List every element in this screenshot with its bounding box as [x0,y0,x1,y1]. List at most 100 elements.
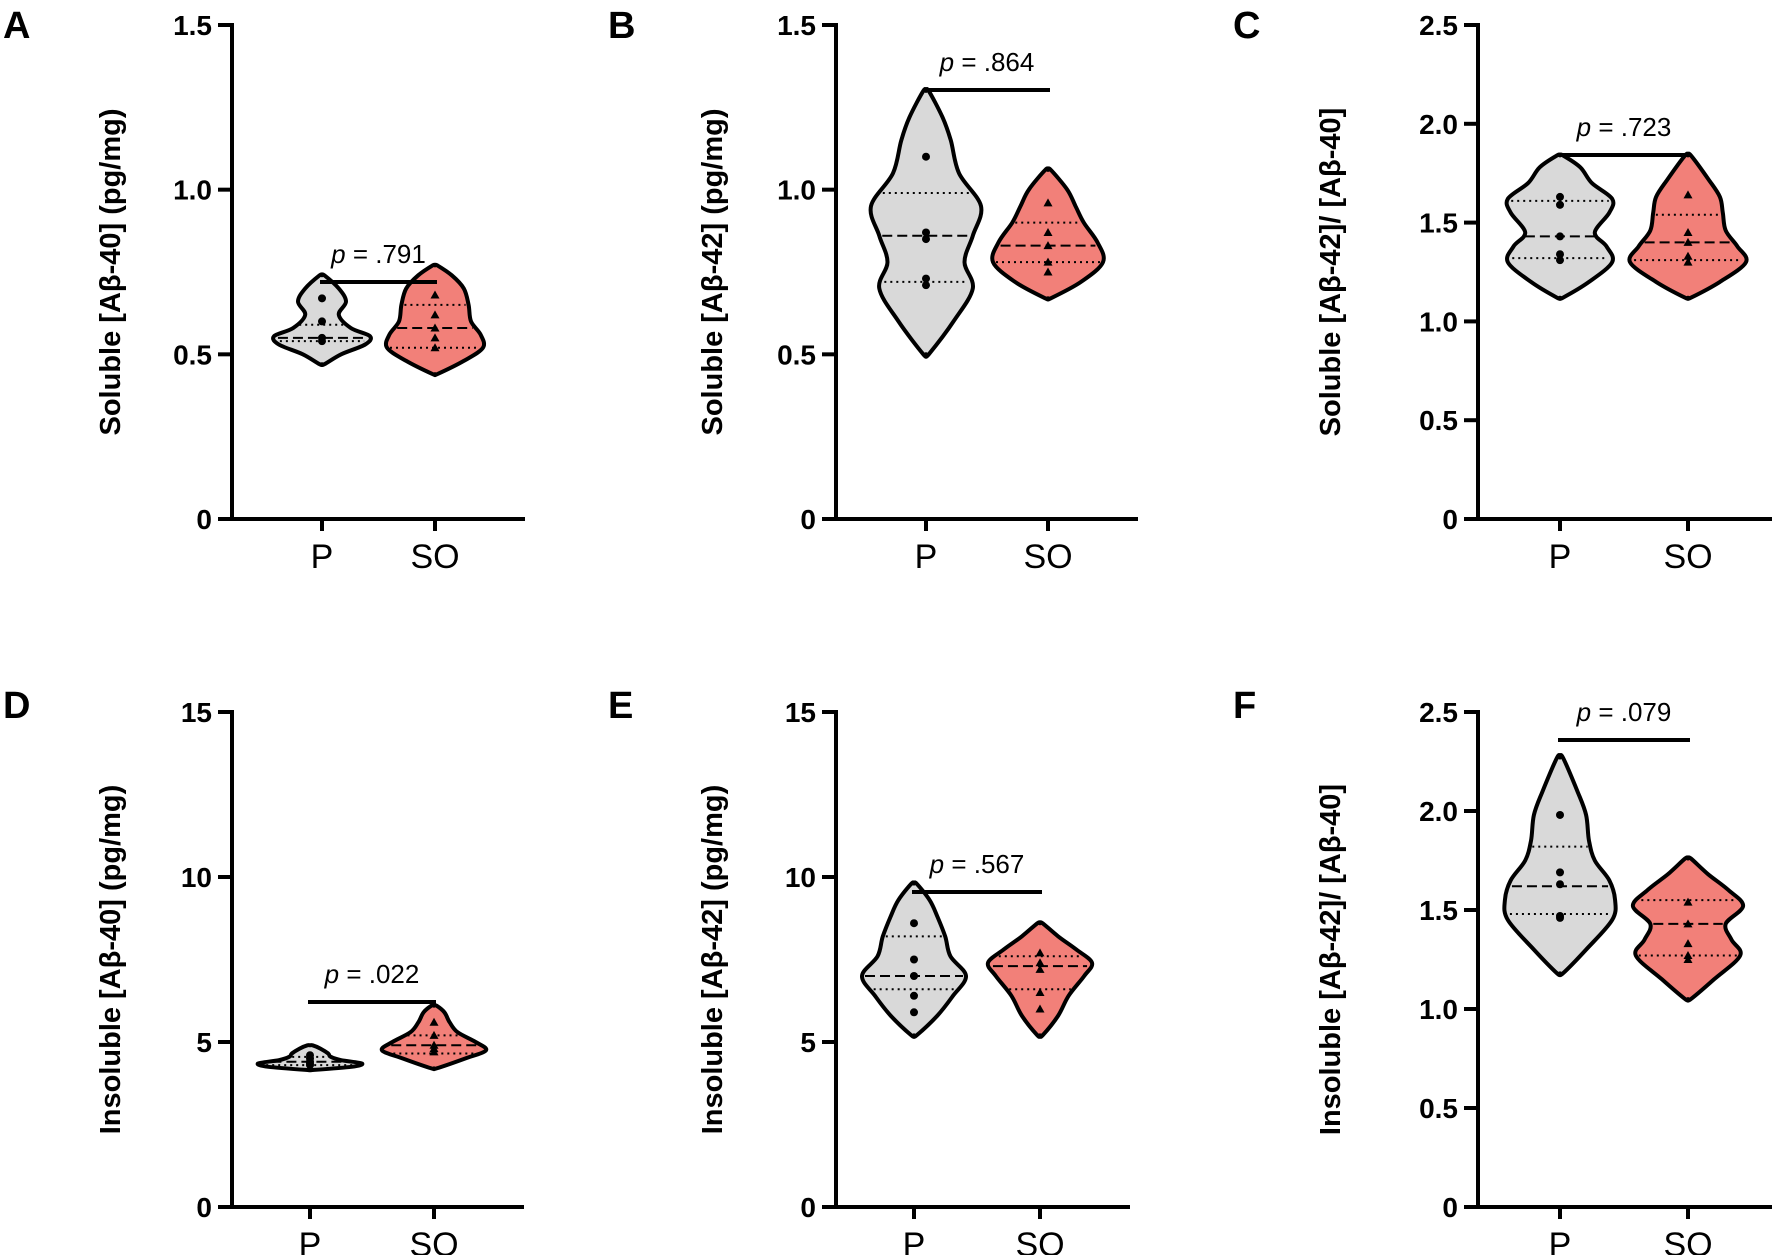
violin-body [1504,152,1616,301]
panel-a: A 0 0.5 1.0 1.5 P SO Soluble [Aβ-40] (pg/mg) p =… [3,5,525,576]
panel-letter: D [3,685,30,727]
data-point-circle [910,972,918,980]
data-point-circle [922,152,930,161]
violin-p [860,880,968,1039]
x-tick-label: SO [409,1226,458,1255]
data-point-triangle [430,323,440,332]
x-tick-label: P [903,1226,926,1255]
data-point-triangle [1683,257,1693,266]
data-point-circle [1556,810,1564,819]
data-point-triangle [1035,1004,1045,1013]
data-point-triangle [430,343,440,352]
data-point-circle [306,1061,314,1070]
data-point-circle [1556,200,1564,209]
y-tick-label: 1.0 [173,175,212,206]
y-tick-label: 0 [196,504,212,535]
y-tick-label: 2.0 [1419,796,1458,827]
violin-p [271,272,373,367]
data-point-circle [1556,868,1564,877]
data-point-triangle [1683,919,1693,928]
p-value-label: p = .864 [939,47,1035,77]
data-point-triangle [1043,257,1053,266]
data-point-circle [922,274,930,283]
data-point-triangle [1043,241,1053,250]
y-tick-label: 5 [196,1027,212,1058]
violin-body [1502,753,1618,978]
violin-so [383,262,487,378]
x-tick-label: P [1549,538,1572,576]
y-axis-label: Soluble [Aβ-40] (pg/mg) [95,108,127,435]
data-point-circle [922,281,930,290]
y-tick-label: 15 [181,697,212,728]
y-tick-label: 1.0 [1419,306,1458,337]
data-point-circle [318,337,326,346]
y-tick-label: 1.0 [777,175,816,206]
data-point-triangle [1683,227,1693,236]
violin-p [1502,753,1618,978]
x-tick-label: P [1549,1226,1572,1255]
panel-f: F 0 0.5 1.0 1.5 2.0 2.5 P SO Insoluble [Aβ-42]/ [… [1233,685,1772,1255]
y-axis-label: Insoluble [Aβ-42] (pg/mg) [697,785,729,1135]
panel-letter: F [1233,685,1256,727]
data-point-triangle [429,1030,439,1039]
y-axis-label: Insoluble [Aβ-42]/ [Aβ-40] [1315,784,1347,1135]
data-point-triangle [1683,897,1693,906]
x-tick-label: P [299,1226,322,1255]
data-point-circle [1556,192,1564,201]
violin-body [1627,151,1749,301]
violin-so [1627,151,1749,301]
x-tick-label: P [311,538,334,576]
y-tick-label: 2.0 [1419,109,1458,140]
x-tick-label: SO [1663,1226,1712,1255]
data-point-triangle [1043,267,1053,276]
y-tick-label: 1.5 [1419,208,1458,239]
data-point-triangle [430,333,440,342]
data-point-triangle [1683,251,1693,260]
y-axis-label: Soluble [Aβ-42]/ [Aβ-40] [1315,108,1347,437]
y-tick-label: 1.5 [1419,895,1458,926]
x-tick-label: SO [1015,1226,1064,1255]
data-point-triangle [1683,237,1693,246]
y-tick-label: 0.5 [777,339,816,370]
y-tick-label: 2.5 [1419,10,1458,41]
panel-c: C 0 0.5 1.0 1.5 2.0 2.5 P SO Soluble [Aβ-42]/ [Aβ… [1233,5,1772,576]
y-tick-label: 0 [196,1192,212,1223]
data-point-circle [318,317,326,326]
data-point-triangle [1683,955,1693,963]
panel-b: B 0 0.5 1.0 1.5 P SO Soluble [Aβ-42] (pg/mg) p =… [608,5,1138,576]
violin-so [379,1003,489,1072]
violin-so [985,920,1095,1039]
panel-letter: B [608,5,635,47]
y-tick-label: 10 [785,862,816,893]
p-value-label: p = .791 [330,239,426,269]
data-point-circle [1556,232,1564,241]
y-tick-label: 0 [1442,1192,1458,1223]
panel-letter: E [608,685,633,727]
p-value-label: p = .723 [1576,112,1672,142]
data-point-triangle [1683,939,1693,948]
violin-body [868,86,984,359]
x-tick-label: SO [1023,538,1072,576]
violin-so [990,166,1106,302]
data-point-triangle [1683,190,1693,199]
y-tick-label: 1.5 [777,10,816,41]
data-point-circle [922,235,930,244]
y-tick-label: 10 [181,862,212,893]
data-point-circle [1556,913,1564,922]
x-tick-label: SO [1663,538,1712,576]
y-tick-label: 1.5 [173,10,212,41]
data-point-circle [318,294,326,303]
y-tick-label: 0 [800,504,816,535]
y-tick-label: 0.5 [173,339,212,370]
x-tick-label: P [915,538,938,576]
violin-body [1630,855,1746,1003]
data-point-triangle [429,1047,439,1056]
violin-p [255,1043,365,1073]
x-tick-label: SO [410,538,459,576]
p-value-label: p = .022 [324,959,420,989]
y-tick-label: 1.0 [1419,994,1458,1025]
violin-p [868,86,984,359]
y-tick-label: 0.5 [1419,405,1458,436]
violin-p [1504,152,1616,301]
